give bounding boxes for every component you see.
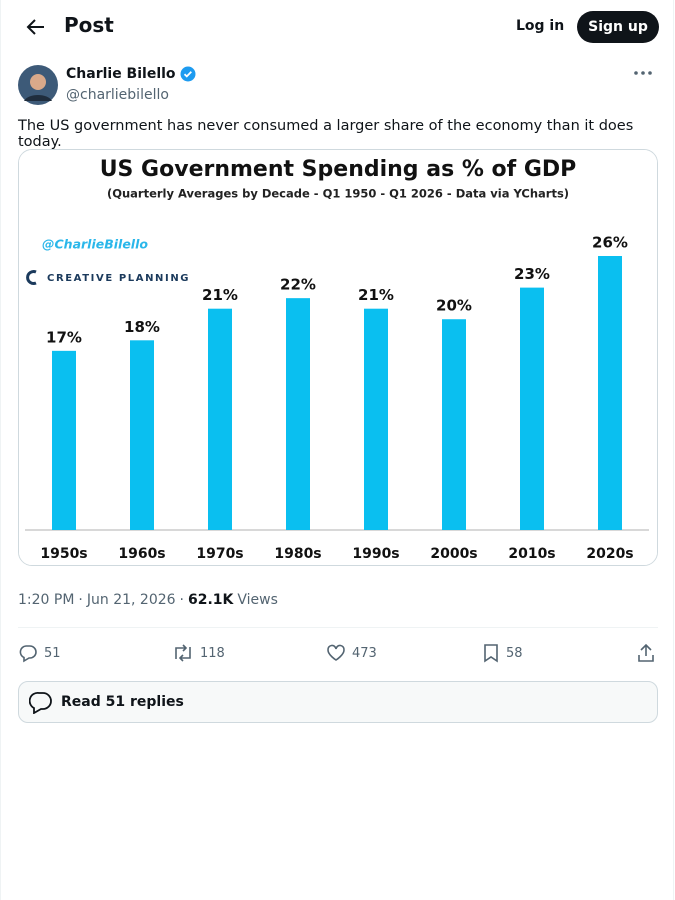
chart-card: US Government Spending as % of GDP (Quar… xyxy=(18,149,658,566)
x-tick-label: 2000s xyxy=(430,546,477,562)
x-tick-label: 1980s xyxy=(274,546,321,562)
value-label: 18% xyxy=(124,318,160,336)
verified-badge xyxy=(180,66,196,82)
reply-button[interactable]: 51 xyxy=(18,643,61,663)
bookmark-button[interactable]: 58 xyxy=(482,643,523,663)
post-time: 1:20 PM xyxy=(18,592,75,608)
like-button[interactable]: 473 xyxy=(326,643,377,663)
bar xyxy=(598,256,622,530)
login-button[interactable]: Log in xyxy=(516,18,565,34)
chart: US Government Spending as % of GDP (Quar… xyxy=(19,150,657,565)
views-label: Views xyxy=(237,592,278,608)
value-label: 21% xyxy=(202,286,238,304)
author-name: Charlie Bilello xyxy=(66,66,176,82)
chart-background xyxy=(19,150,657,565)
more-button[interactable] xyxy=(633,70,653,76)
views-count: 62.1K xyxy=(188,592,234,608)
value-label: 20% xyxy=(436,297,472,315)
post-date: Jun 21, 2026 xyxy=(86,592,176,608)
back-button[interactable] xyxy=(25,16,47,38)
chart-subtitle: (Quarterly Averages by Decade - Q1 1950 … xyxy=(107,187,569,201)
post-text: The US government has never consumed a l… xyxy=(18,118,634,150)
read-replies-label: Read 51 replies xyxy=(61,694,184,710)
bar xyxy=(208,308,232,530)
value-label: 23% xyxy=(514,265,550,283)
bar xyxy=(52,350,76,530)
read-replies-button[interactable]: Read 51 replies xyxy=(18,681,658,723)
bar xyxy=(286,298,310,530)
x-tick-label: 1990s xyxy=(352,546,399,562)
value-label: 26% xyxy=(592,234,628,252)
x-tick-label: 2010s xyxy=(508,546,555,562)
author-handle: @charliebilello xyxy=(66,87,169,103)
avatar xyxy=(18,65,58,105)
value-label: 21% xyxy=(358,286,394,304)
logo-icon xyxy=(26,270,37,285)
separator: · xyxy=(179,592,184,608)
chart-title: US Government Spending as % of GDP xyxy=(100,157,577,182)
logo-text: CREATIVE PLANNING xyxy=(47,273,190,284)
bar xyxy=(364,308,388,530)
x-tick-label: 2020s xyxy=(586,546,633,562)
bar xyxy=(130,340,154,530)
bar xyxy=(442,319,466,530)
bar xyxy=(520,287,544,530)
value-label: 17% xyxy=(46,328,82,346)
reply-count: 51 xyxy=(44,645,61,661)
signup-button[interactable]: Sign up xyxy=(577,11,659,43)
x-tick-label: 1970s xyxy=(196,546,243,562)
like-count: 473 xyxy=(352,645,377,661)
x-tick-label: 1950s xyxy=(40,546,87,562)
divider xyxy=(18,627,658,628)
x-tick-label: 1960s xyxy=(118,546,165,562)
value-label: 22% xyxy=(280,276,316,294)
repost-count: 118 xyxy=(200,645,225,661)
repost-button[interactable]: 118 xyxy=(172,643,225,663)
header-title: Post xyxy=(64,13,114,37)
share-button[interactable] xyxy=(636,643,656,663)
bookmark-count: 58 xyxy=(506,645,523,661)
separator: · xyxy=(78,592,83,608)
watermark: @CharlieBilello xyxy=(42,237,148,252)
